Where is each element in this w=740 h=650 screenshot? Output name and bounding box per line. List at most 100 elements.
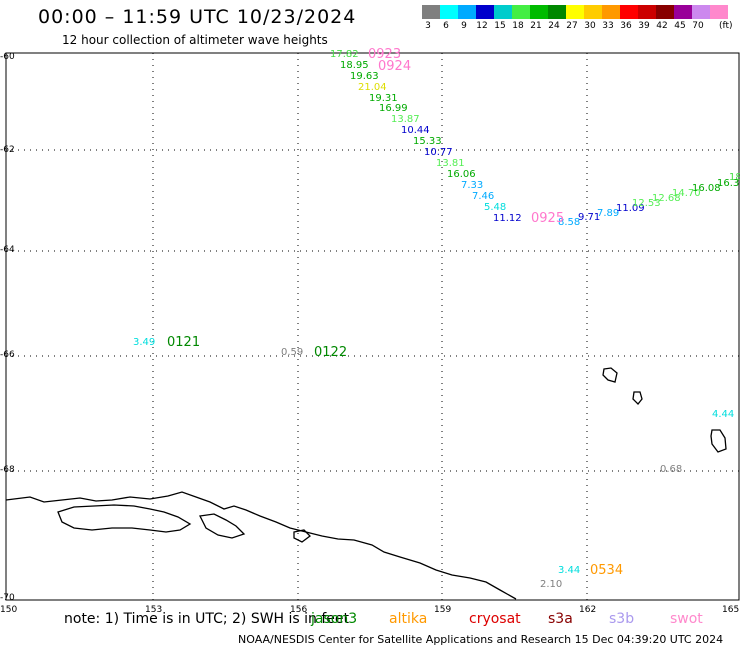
lat-label-70: -70: [0, 593, 15, 603]
map-subtitle: 12 hour collection of altimeter wave hei…: [62, 33, 328, 47]
satellite-s3a: s3a: [548, 611, 573, 627]
island-1: [602, 367, 618, 383]
satellite-swot: swot: [670, 611, 703, 627]
swh-reading: 18: [729, 172, 740, 183]
legend-swatch-6: [530, 5, 548, 19]
pass-time-label: 0923: [368, 47, 402, 62]
ice-tongue-outline: [199, 513, 246, 539]
lon-label-156: 156: [290, 605, 308, 615]
satellite-cryosat: cryosat: [469, 611, 521, 627]
ice-shelf-outline: [57, 504, 192, 533]
island-2: [632, 391, 643, 405]
swh-reading: 10.77: [424, 147, 453, 158]
legend-swatch-10: [602, 5, 620, 19]
legend-swatch-11: [620, 5, 638, 19]
island-3: [710, 429, 727, 453]
swh-reading: 5.48: [484, 202, 507, 213]
swh-reading: 14.70: [672, 188, 701, 199]
legend-label-70: 70: [692, 21, 704, 31]
satellite-altika: altika: [389, 611, 428, 627]
legend-swatch-16: [710, 5, 728, 19]
swh-reading: 11.12: [493, 213, 522, 224]
swh-reading: 18.95: [340, 60, 369, 71]
legend-swatch-0: [422, 5, 440, 19]
legend-label-27: 27: [566, 21, 578, 31]
legend-label-33: 33: [602, 21, 614, 31]
credit-line: NOAA/NESDIS Center for Satellite Applica…: [238, 633, 724, 646]
legend-label-30: 30: [584, 21, 596, 31]
swh-reading: 19.31: [369, 93, 398, 104]
legend-swatch-1: [440, 5, 458, 19]
swh-reading: 0.59: [281, 347, 304, 358]
legend-label-12: 12: [476, 21, 488, 31]
legend-swatch-8: [566, 5, 584, 19]
swh-reading: 8.58: [558, 217, 581, 228]
lon-label-159: 159: [434, 605, 452, 615]
satellite-jason3: jason3: [311, 611, 358, 627]
legend-swatch-7: [548, 5, 566, 19]
lon-label-162: 162: [579, 605, 597, 615]
legend-label-45: 45: [674, 21, 686, 31]
swh-reading: 10.44: [401, 125, 430, 136]
legend-label-42: 42: [656, 21, 668, 31]
legend-swatch-4: [494, 5, 512, 19]
legend-label-21: 21: [530, 21, 542, 31]
legend-swatch-13: [656, 5, 674, 19]
lon-label-150: 150: [0, 605, 18, 615]
lat-label-62: -62: [0, 145, 15, 155]
swh-reading: 7.89: [597, 208, 620, 219]
coastline: [5, 367, 727, 600]
legend-swatch-2: [458, 5, 476, 19]
map-frame: [5, 52, 740, 601]
swh-reading: 13.81: [436, 158, 465, 169]
swh-reading: 19.63: [350, 71, 379, 82]
swh-reading: 9.71: [578, 212, 601, 223]
swh-reading: 16.99: [379, 103, 408, 114]
legend-label-24: 24: [548, 21, 560, 31]
swh-reading: 0.68: [660, 464, 683, 475]
legend-swatch-3: [476, 5, 494, 19]
antarctic-coast: [5, 491, 517, 600]
pass-time-label: 0121: [167, 335, 201, 350]
legend-swatch-9: [584, 5, 602, 19]
swh-reading: 15.33: [413, 136, 442, 147]
legend-label-3: 3: [425, 21, 431, 31]
swh-reading: 16.30: [717, 178, 740, 189]
units-note: note: 1) Time is in UTC; 2) SWH is in fe…: [64, 611, 350, 627]
pass-time-label: 0122: [314, 345, 348, 360]
legend-label-6: 6: [443, 21, 449, 31]
satellite-s3b: s3b: [609, 611, 635, 627]
swh-reading: 3.44: [558, 565, 581, 576]
map-title: 00:00 – 11:59 UTC 10/23/2024: [38, 6, 357, 28]
lat-label-60: -60: [0, 52, 15, 62]
swh-reading: 16.06: [447, 169, 476, 180]
swh-reading: 12.68: [652, 193, 681, 204]
lat-label-66: -66: [0, 350, 15, 360]
lat-label-64: -64: [0, 245, 15, 255]
pass-time-label: 0925: [531, 211, 565, 226]
swh-reading: 11.09: [616, 203, 645, 214]
legend-swatch-12: [638, 5, 656, 19]
legend-swatch-5: [512, 5, 530, 19]
legend-label-36: 36: [620, 21, 632, 31]
legend-unit: (ft): [719, 21, 733, 31]
legend-label-15: 15: [494, 21, 506, 31]
legend-label-39: 39: [638, 21, 650, 31]
swh-reading: 16.08: [692, 183, 721, 194]
swh-reading: 13.87: [391, 114, 420, 125]
swh-reading: 4.44: [712, 409, 735, 420]
lon-label-153: 153: [145, 605, 163, 615]
lon-label-165: 165: [722, 605, 740, 615]
swh-reading: 12.53: [632, 198, 661, 209]
lat-label-68: -68: [0, 465, 15, 475]
swh-reading: 21.04: [358, 82, 387, 93]
pass-time-label: 0924: [378, 59, 412, 74]
swh-reading: 17.82: [330, 49, 359, 60]
islet-coast: [293, 529, 311, 543]
legend-swatch-15: [692, 5, 710, 19]
legend-label-18: 18: [512, 21, 524, 31]
swh-reading: 3.49: [133, 337, 156, 348]
pass-time-label: 0534: [590, 563, 624, 578]
